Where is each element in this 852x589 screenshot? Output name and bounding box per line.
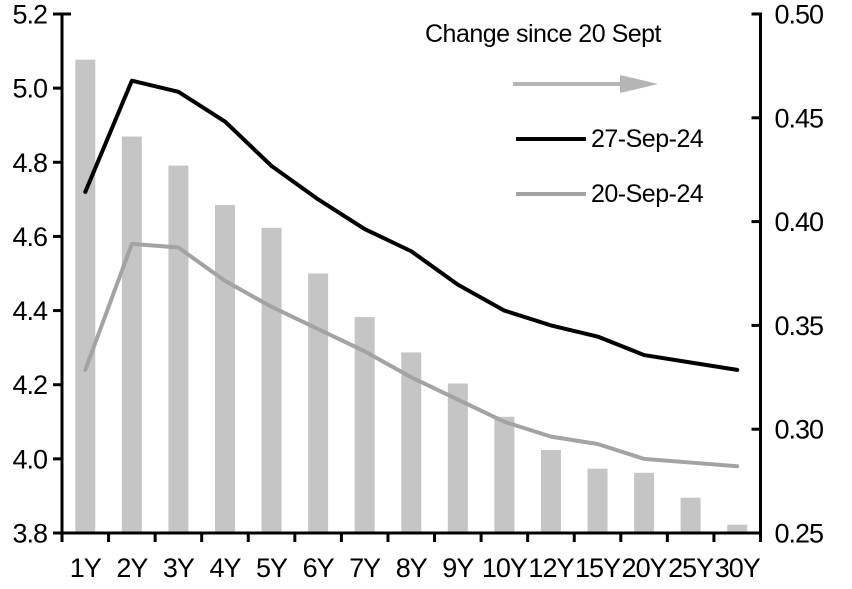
legend-entry-27-sep: 27-Sep-24 <box>516 124 704 153</box>
legend-line-sample-black <box>516 137 586 141</box>
left-axis-tick-label: 4.8 <box>12 148 47 178</box>
x-axis-category-label: 6Y <box>303 553 335 583</box>
bar-8Y <box>401 352 422 533</box>
x-axis-category-label: 12Y <box>528 553 574 583</box>
x-axis-category-label: 10Y <box>482 553 528 583</box>
x-axis-category-label: 9Y <box>442 553 474 583</box>
left-axis-tick-label: 4.4 <box>12 296 48 326</box>
bar-30Y <box>727 524 748 533</box>
bar-12Y <box>540 449 561 533</box>
left-axis-tick-label: 4.6 <box>12 222 47 252</box>
legend-bar-series-label: Change since 20 Sept <box>424 20 662 48</box>
right-axis-tick-label: 0.25 <box>775 519 824 549</box>
right-axis-tick-label: 0.50 <box>775 0 824 30</box>
arrow-head <box>620 75 658 93</box>
bar-4Y <box>214 204 235 533</box>
right-axis-tick-label: 0.30 <box>775 415 824 445</box>
bar-10Y <box>494 416 515 533</box>
x-axis-category-label: 4Y <box>209 553 241 583</box>
bar-9Y <box>447 383 468 533</box>
bar-5Y <box>261 227 282 533</box>
left-axis-tick-label: 5.2 <box>12 0 47 30</box>
x-axis-category-label: 25Y <box>668 553 714 583</box>
bar-2Y <box>121 136 142 533</box>
right-axis-tick-label: 0.35 <box>775 311 824 341</box>
x-axis-category-label: 8Y <box>396 553 428 583</box>
x-axis-category-label: 5Y <box>256 553 288 583</box>
x-axis-category-label: 3Y <box>163 553 195 583</box>
x-axis-category-label: 1Y <box>70 553 102 583</box>
bar-25Y <box>680 497 701 533</box>
x-axis-category-label: 2Y <box>116 553 148 583</box>
left-axis-tick-label: 5.0 <box>12 74 47 104</box>
left-axis-tick-label: 3.8 <box>12 519 47 549</box>
change-right-arrow-icon <box>513 75 658 93</box>
legend-entry-label: 20-Sep-24 <box>591 179 704 208</box>
line-27-Sep-24 <box>83 78 740 372</box>
legend-line-sample-gray <box>516 192 586 196</box>
right-axis-tick-label: 0.40 <box>775 207 824 237</box>
legend-entry-label: 27-Sep-24 <box>591 124 704 153</box>
x-axis-category-label: 30Y <box>715 553 761 583</box>
x-axis-category-label: 15Y <box>575 553 621 583</box>
left-axis-tick-label: 4.2 <box>12 370 47 400</box>
bar-20Y <box>634 472 655 533</box>
right-axis-tick-label: 0.45 <box>775 103 824 133</box>
bar-15Y <box>587 468 608 533</box>
bar-3Y <box>168 165 189 533</box>
left-axis-tick-label: 4.0 <box>12 444 47 474</box>
line-20-Sep-24 <box>83 241 740 469</box>
x-axis-category-label: 7Y <box>349 553 381 583</box>
x-axis-category-label: 20Y <box>622 553 668 583</box>
legend-entry-20-sep: 20-Sep-24 <box>516 179 704 208</box>
bar-7Y <box>354 317 375 533</box>
bar-6Y <box>308 273 329 533</box>
bar-1Y <box>75 59 96 534</box>
